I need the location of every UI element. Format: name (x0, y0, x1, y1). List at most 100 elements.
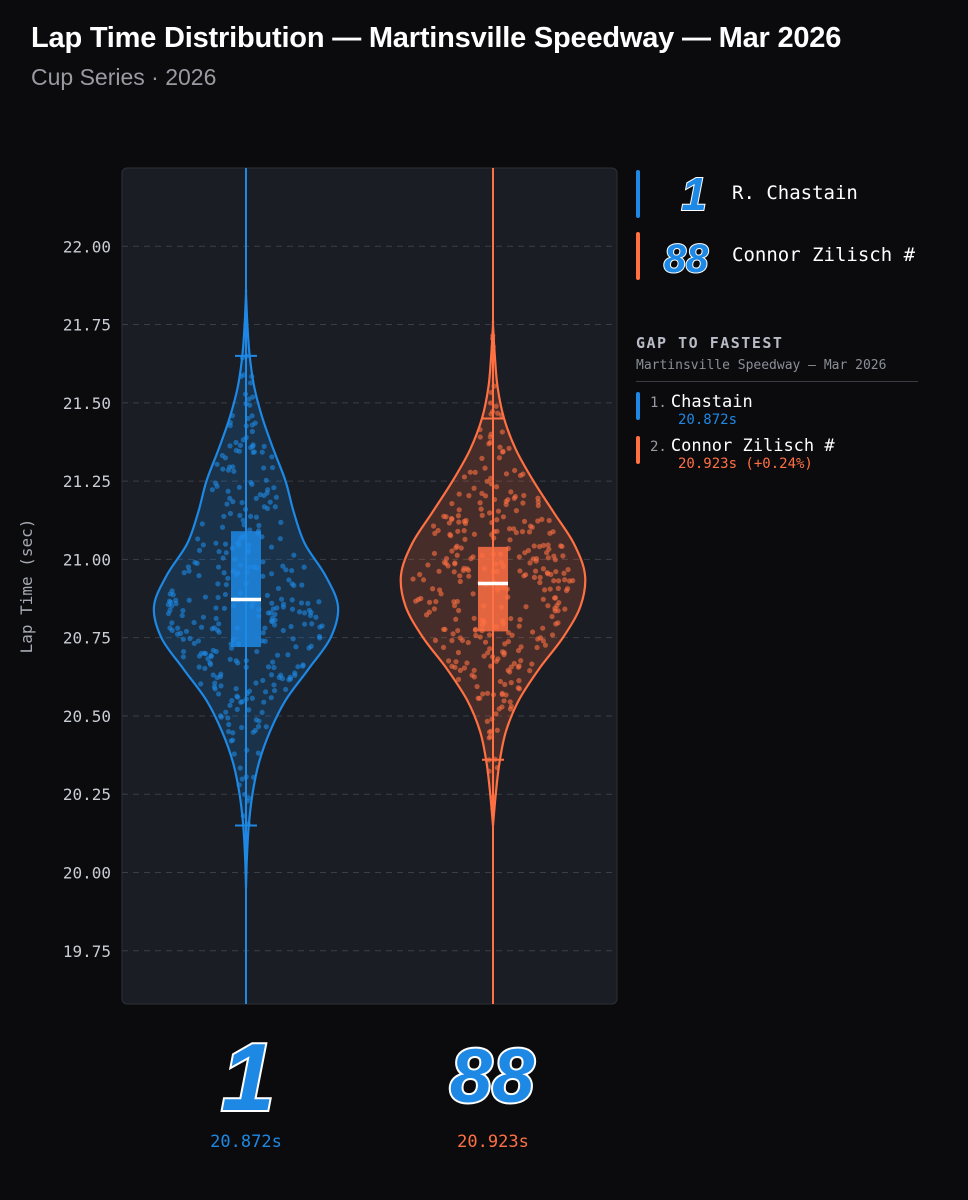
lap-point (319, 623, 325, 629)
lap-point (223, 550, 229, 556)
lap-point (546, 546, 552, 552)
y-tick-label: 21.50 (63, 394, 111, 413)
lap-point (195, 638, 201, 644)
lap-point (517, 568, 523, 574)
lap-point (202, 665, 208, 672)
lap-point (461, 518, 467, 524)
legend-item-88[interactable]: 88 Connor Zilisch # (636, 232, 956, 280)
lap-point (270, 659, 276, 665)
gap-panel-subtitle: Martinsville Speedway – Mar 2026 (636, 358, 918, 382)
lap-point (216, 621, 222, 627)
lap-point (267, 499, 273, 505)
lap-point (247, 380, 254, 386)
lap-point (180, 636, 186, 642)
lap-point (269, 464, 276, 471)
y-tick-label: 21.75 (63, 316, 111, 335)
lap-point (249, 413, 255, 419)
lap-point (448, 533, 454, 539)
lap-point (479, 490, 485, 497)
lap-point (451, 603, 458, 609)
lap-point (261, 465, 267, 471)
lap-point (562, 577, 568, 583)
lap-point (221, 570, 227, 576)
lap-point (289, 567, 295, 574)
lap-point (470, 554, 476, 560)
lap-point (455, 676, 462, 683)
lap-point (261, 443, 267, 449)
lap-point (305, 600, 311, 606)
lap-point (555, 578, 562, 584)
lap-point (180, 648, 187, 655)
lap-point (455, 513, 462, 519)
lap-point (262, 638, 268, 644)
lap-point (202, 594, 209, 600)
lap-point (555, 608, 561, 614)
lap-point (536, 543, 543, 550)
lap-point (433, 598, 439, 605)
legend-item-1[interactable]: 1 R. Chastain (636, 170, 956, 218)
lap-point (503, 692, 509, 698)
lap-point (501, 698, 507, 704)
lap-point (505, 497, 511, 503)
lap-point (464, 660, 470, 666)
lap-point (517, 616, 523, 623)
median-value-label: 20.872s (210, 1132, 282, 1152)
lap-point (542, 642, 549, 648)
lap-point (237, 512, 243, 519)
lap-point (219, 524, 226, 530)
lap-point (450, 631, 456, 637)
lap-point (546, 517, 552, 524)
lap-point (516, 623, 522, 629)
lap-point (453, 616, 459, 622)
lap-point (227, 495, 233, 501)
lap-point (192, 559, 198, 566)
lap-point (570, 578, 576, 584)
lap-point (420, 577, 427, 583)
car-number-text: 88 (664, 237, 709, 278)
lap-point (471, 485, 477, 491)
lap-point (181, 570, 187, 576)
lap-point (249, 428, 255, 435)
lap-point (537, 579, 543, 586)
lap-point (517, 472, 524, 479)
lap-point (183, 628, 190, 634)
gap-entry: 2. Connor Zilisch # 20.923s (+0.24%) (636, 436, 918, 472)
lap-point (268, 544, 275, 550)
lap-point (261, 699, 267, 705)
legend-label: R. Chastain (732, 182, 858, 204)
lap-point (186, 597, 192, 603)
lap-point (527, 668, 533, 674)
lap-point (513, 508, 520, 514)
lap-point (461, 474, 468, 480)
lap-point (435, 527, 441, 534)
lap-point (494, 517, 500, 523)
lap-point (489, 408, 496, 415)
lap-point (461, 528, 467, 534)
lap-point (446, 658, 452, 664)
lap-point (469, 672, 475, 678)
lap-point (215, 581, 221, 587)
lap-point (289, 606, 296, 612)
lap-point (252, 420, 258, 426)
lap-point (259, 449, 265, 455)
lap-point (466, 493, 472, 499)
lap-point (198, 681, 204, 687)
lap-point (430, 586, 436, 592)
lap-point (555, 585, 561, 591)
lap-point (234, 706, 240, 712)
lap-point (214, 675, 220, 681)
lap-point (551, 578, 557, 584)
lap-point (253, 680, 259, 686)
lap-point (507, 537, 513, 543)
lap-point (451, 569, 457, 575)
lap-point (436, 568, 442, 574)
gap-time: 20.872s (678, 412, 738, 428)
lap-point (465, 639, 471, 646)
lap-point (287, 676, 294, 682)
lap-point (291, 582, 297, 589)
lap-point (516, 678, 522, 684)
lap-point (195, 536, 201, 542)
lap-point (248, 513, 254, 519)
lap-point (457, 573, 463, 579)
